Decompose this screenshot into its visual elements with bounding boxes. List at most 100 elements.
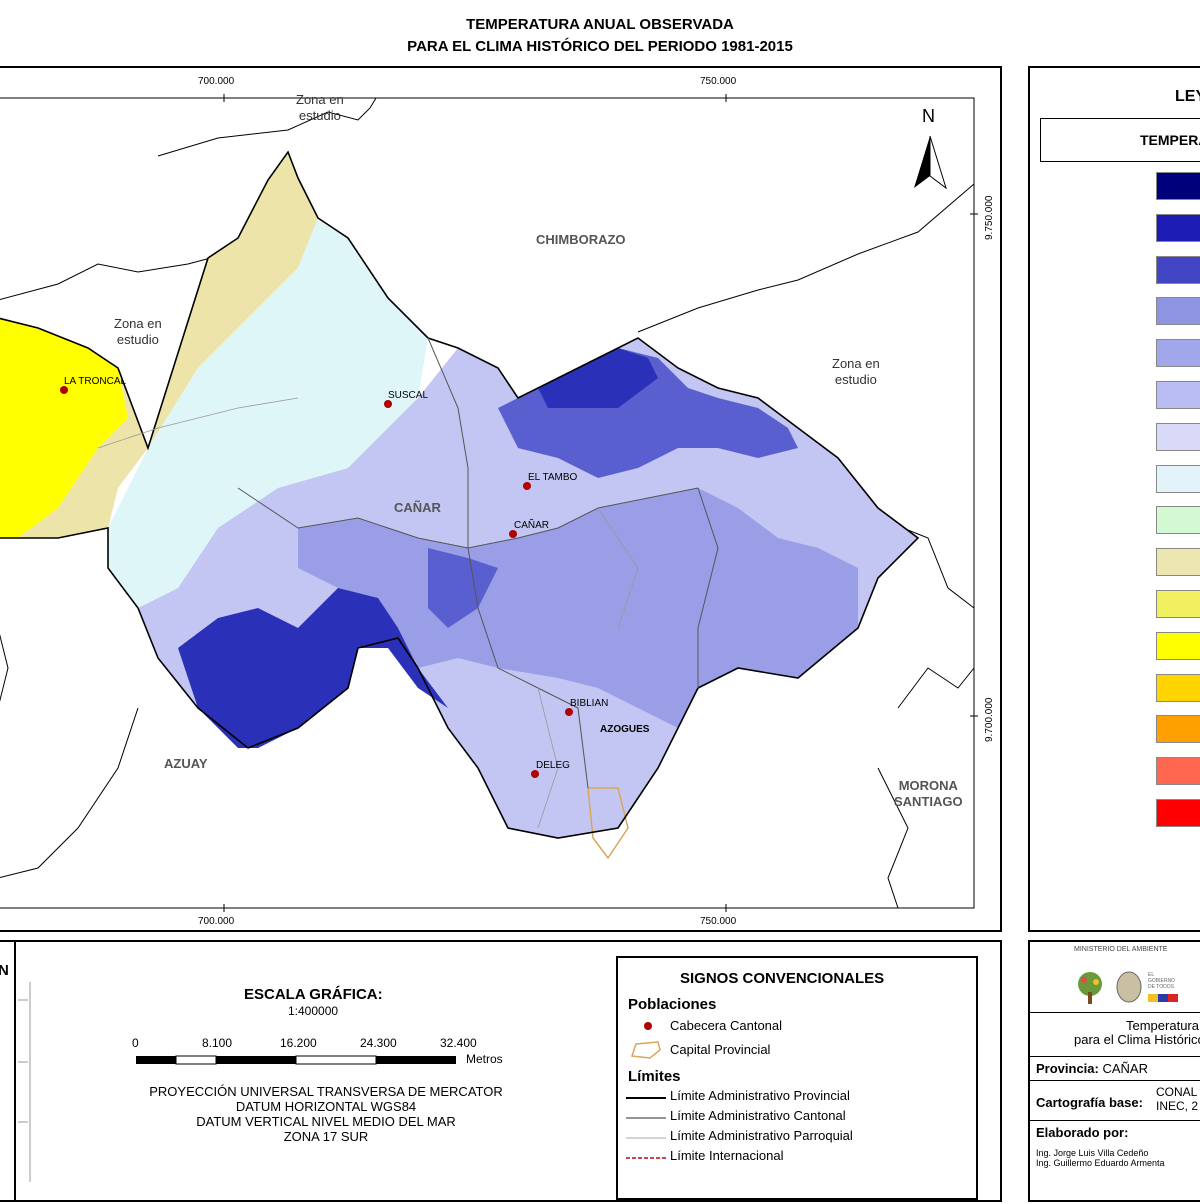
coord-right-9750: 9.750.000 [984, 195, 995, 241]
limit-internacional-icon [626, 1157, 666, 1159]
scale-seg-1 [136, 1056, 176, 1064]
scale-num-4: 32.400 [440, 1036, 477, 1050]
north-letter: N [922, 106, 935, 126]
zona-right-line-1: Zona en [832, 356, 880, 371]
scale-seg-4 [295, 1055, 377, 1065]
label-azuay: AZUAY [164, 756, 208, 771]
zona-left-line-1: Zona en [114, 316, 162, 331]
legend-swatch [1156, 631, 1200, 660]
label-zona-left: Zona en estudio [114, 316, 162, 348]
north-arrow-right [929, 135, 947, 190]
region-dark-blue-north [538, 348, 658, 408]
inner-neatline [0, 97, 975, 909]
ecuador-coat-of-arms-icon [1116, 971, 1142, 1003]
boundary-west [0, 633, 9, 703]
signs-parroquial: Límite Administrativo Parroquial [670, 1128, 853, 1143]
label-canar: CAÑAR [394, 500, 441, 515]
signs-provincial: Límite Administrativo Provincial [670, 1088, 850, 1103]
scale-num-2: 16.200 [280, 1036, 317, 1050]
author-1: Ing. Jorge Luis Villa Cedeño [1036, 1148, 1149, 1158]
map-canvas[interactable] [0, 68, 1000, 930]
signs-limites: Límites [628, 1068, 681, 1085]
label-zona-top: Zona en estudio [296, 92, 344, 124]
gov-line-2: GOBIERNO [1148, 978, 1175, 984]
dot-el-tambo [523, 482, 531, 490]
ministry-logo-icon [1078, 972, 1102, 1004]
coord-bottom-750: 750.000 [700, 916, 737, 927]
projection-line-3: DATUM VERTICAL NIVEL MEDIO DEL MAR [196, 1114, 456, 1129]
legend-swatch [1156, 422, 1200, 451]
town-suscal: SUSCAL [388, 390, 429, 401]
scale-seg-5 [376, 1056, 456, 1064]
author-2: Ing. Guillermo Eduardo Armenta [1036, 1158, 1165, 1168]
signs-internacional: Límite Internacional [670, 1148, 784, 1163]
legend-swatch [1156, 757, 1200, 786]
info-temp-line-1: Temperatura [1126, 1018, 1199, 1033]
scale-ratio: 1:400000 [288, 1004, 339, 1018]
signs-poblaciones: Poblaciones [628, 996, 717, 1013]
info-elaborado: Elaborado por: Ing. Jorge Luis Villa Ced… [1030, 1120, 1200, 1204]
north-arrow [914, 135, 947, 190]
title-line-1: TEMPERATURA ANUAL OBSERVADA [466, 16, 734, 33]
boundary-nw [0, 255, 219, 300]
legend-swatch [1156, 255, 1200, 284]
azogues-capital-outline [587, 787, 629, 860]
info-frame: MINISTERIO DEL AMBIENTE EL GOBIERNO DE T… [1028, 940, 1200, 1202]
coord-right-9700: 9.700.000 [984, 697, 995, 743]
canton-boundary-2 [467, 547, 589, 789]
legend-swatch [1156, 590, 1200, 618]
limit-cantonal-icon [626, 1117, 666, 1119]
parish-boundary-1 [97, 397, 299, 449]
gov-flag-stripe [1148, 994, 1178, 1002]
canton-boundary-4 [427, 337, 469, 548]
legend-swatch [1156, 339, 1200, 368]
map-frame[interactable]: 700.000 750.000 700.000 750.000 9.750.00… [0, 66, 1002, 932]
limit-parroquial-icon [626, 1137, 666, 1139]
carto-label: Cartografía base: [1036, 1095, 1143, 1110]
boundary-ne [637, 183, 975, 333]
canar-province [0, 150, 920, 860]
scale-num-0: 0 [132, 1036, 139, 1050]
zona-left-line-2: estudio [116, 332, 159, 347]
inset-letter: N [0, 962, 9, 979]
scale-num-3: 24.300 [360, 1036, 397, 1050]
coord-top-700: 700.000 [198, 76, 235, 87]
provincia-value: CAÑAR [1102, 1061, 1148, 1076]
legend-frame: LEYENDA TEMPERATURA [1028, 66, 1200, 932]
info-carto: Cartografía base: CONAL INEC, 2 [1030, 1080, 1200, 1120]
scale-seg-2 [175, 1055, 217, 1065]
canton-boundary-1 [237, 487, 699, 549]
projection-block: PROYECCIÓN UNIVERSAL TRANSVERSA DE MERCA… [116, 1084, 536, 1144]
coord-bottom-700: 700.000 [198, 916, 235, 927]
title-line-2: PARA EL CLIMA HISTÓRICO DEL PERIODO 1981… [407, 38, 793, 55]
legend-swatch [1156, 799, 1200, 827]
town-canar: CAÑAR [514, 520, 550, 531]
region-beige [18, 152, 318, 538]
legend-swatch [1156, 297, 1200, 326]
region-cyan [108, 218, 428, 608]
projection-line-1: PROYECCIÓN UNIVERSAL TRANSVERSA DE MERCA… [149, 1084, 503, 1099]
signs-cabecera: Cabecera Cantonal [670, 1018, 783, 1033]
legend-swatch [1156, 213, 1200, 242]
scale-seg-3 [216, 1056, 296, 1064]
scale-unit: Metros [466, 1052, 503, 1066]
dot-deleg [531, 770, 539, 778]
info-provincia: Provincia: CAÑAR [1030, 1056, 1200, 1080]
town-biblian: BIBLIAN [570, 698, 609, 709]
province-boundary [0, 150, 920, 839]
label-morona-santiago: MORONA SANTIAGO [894, 778, 963, 810]
gov-line-3: DE TODOS [1148, 984, 1174, 990]
carto-value-1: CONAL [1156, 1085, 1198, 1099]
info-temp: Temperatura para el Clima Histórico [1030, 1012, 1200, 1056]
boundary-se [897, 667, 975, 709]
legend-swatch [1156, 464, 1200, 493]
morona-line-1: MORONA [898, 778, 958, 793]
cabecera-dot-icon [644, 1022, 652, 1030]
dot-canar [509, 530, 517, 538]
legend-swatch [1156, 506, 1200, 535]
ministry-text: MINISTERIO DEL AMBIENTE [1074, 946, 1168, 953]
elaborado-label: Elaborado por: [1036, 1125, 1129, 1140]
town-la-troncal: LA TRONCAL [64, 376, 127, 387]
region-dark-blue [178, 588, 448, 748]
zona-right-line-2: estudio [834, 372, 877, 387]
